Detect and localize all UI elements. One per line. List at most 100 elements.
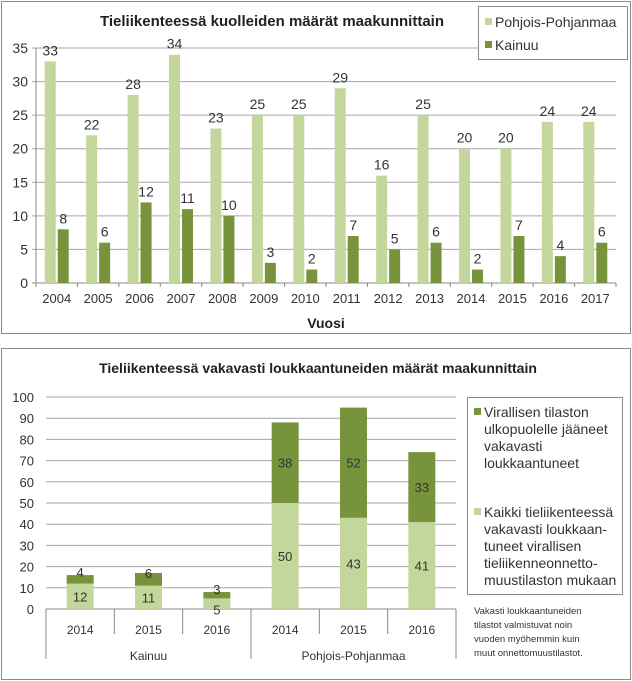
data-label: 22 [84,116,100,132]
y-tick-label: 25 [12,107,28,123]
x-tick-label: 2014 [67,623,94,637]
bar-pohjois-pohjanmaa [44,61,56,283]
bar-official [135,585,162,609]
legend-item-pohjois-pohjanmaa: Pohjois-Pohjanmaa [485,14,616,31]
data-label-official: 43 [346,556,360,571]
bar-pohjois-pohjanmaa [583,121,595,283]
x-tick-label: 2016 [203,623,230,637]
x-tick-label: 2014 [272,623,299,637]
chart-title: Tieliikenteessä vakavasti loukkaantuneid… [99,360,537,376]
legend-line: muustilaston mukaan [484,572,617,588]
x-tick-label: 2011 [333,291,361,306]
bar-kainuu [430,242,442,283]
data-label: 25 [250,96,266,112]
footnote-line: Vakasti loukkaantuneiden [474,606,582,617]
legend-line: vakavasti loukkaan- [484,521,607,537]
data-label: 20 [498,130,514,146]
bar-kainuu [347,236,359,283]
y-tick-label: 40 [20,517,34,532]
data-label: 20 [457,130,473,146]
data-label-unofficial: 4 [77,565,84,580]
legend-label: Pohjois-Pohjanmaa [495,14,617,30]
data-label-official: 5 [213,603,220,618]
deaths-chart-panel: Tieliikenteessä kuolleiden määrät maakun… [1,1,631,334]
data-label-unofficial: 33 [415,480,429,495]
y-tick-label: 70 [20,454,34,469]
deaths-chart: Tieliikenteessä kuolleiden määrät maakun… [12,13,617,331]
data-label: 16 [374,157,390,173]
bar-unofficial [340,407,367,518]
data-label: 28 [125,76,141,92]
data-label-official: 12 [73,589,87,604]
bar-kainuu [472,269,483,283]
data-label-unofficial: 52 [346,456,360,471]
data-label: 10 [221,197,237,213]
x-tick-label: 2016 [539,291,568,306]
y-tick-label: 60 [20,475,34,490]
bar-kainuu [513,236,525,283]
y-tick-label: 10 [20,581,34,596]
chart-title: Tieliikenteessä kuolleiden määrät maakun… [100,13,444,30]
y-tick-label: 30 [12,74,28,90]
x-tick-label: 2004 [42,291,71,306]
bar-kainuu [306,269,318,283]
data-label-official: 41 [415,559,429,574]
x-tick-label: 2008 [208,291,237,306]
bar-pohjois-pohjanmaa [86,135,98,283]
data-label: 2 [308,251,316,267]
y-tick-label: 30 [20,538,34,553]
data-label: 23 [208,110,224,126]
group-label: Pohjois-Pohjanmaa [301,649,405,663]
bar-pohjois-pohjanmaa [417,115,429,284]
x-tick-label: 2016 [408,623,435,637]
x-tick-label: 2013 [415,291,444,306]
footnote-line: vuoden myöhemmin kuin [474,634,580,645]
bar-pohjois-pohjanmaa [127,95,139,283]
bar-pohjois-pohjanmaa [334,88,346,284]
bar-pohjois-pohjanmaa [376,175,388,283]
y-tick-label: 35 [12,40,28,56]
legend-line: vakavasti [484,438,543,454]
legend-swatch-light [485,18,492,25]
legend-item-official: Kaikki tieliikenteessä vakavasti loukkaan… [474,504,616,589]
legend-swatch [474,508,481,515]
data-label: 29 [332,69,348,85]
data-label: 33 [42,42,58,58]
data-label: 8 [59,210,67,226]
bar-kainuu [223,215,235,283]
x-tick-label: 2005 [84,291,113,306]
legend-swatch-dark [485,41,492,48]
x-tick-label: 2007 [167,291,196,306]
x-tick-label: 2015 [340,623,367,637]
y-tick-label: 80 [20,432,34,447]
bar-kainuu [57,229,69,283]
legend-line: tuneet virallisen [484,538,582,554]
footnote: Vakasti loukkaantuneiden tilastot valmist… [474,605,583,661]
bar-kainuu [554,256,566,283]
y-tick-label: 0 [20,275,28,291]
legend-item-unofficial: Virallisen tilaston ulkopuolelle jääneet v… [474,404,608,472]
data-label: 7 [349,217,357,233]
bar-unofficial [203,592,231,599]
bar-official [340,517,367,609]
bar-unofficial [135,572,162,586]
x-tick-label: 2015 [135,623,162,637]
y-tick-label: 5 [20,241,28,257]
data-label: 6 [432,224,440,240]
y-tick-label: 100 [12,390,34,405]
legend-line: Virallisen tilaston [474,404,608,421]
x-tick-label: 2012 [374,291,403,306]
data-label: 6 [101,224,109,240]
y-tick-label: 20 [20,560,34,575]
data-label: 12 [138,183,154,199]
footnote-line: muut onnettomuustilastot. [474,648,583,659]
data-label: 4 [556,237,564,253]
x-tick-label: 2010 [291,291,320,306]
injuries-legend: Virallisen tilaston ulkopuolelle jääneet v… [467,397,623,595]
y-tick-label: 15 [12,174,28,190]
bar-pohjois-pohjanmaa [251,115,263,284]
bar-official [203,598,231,609]
y-tick-label: 10 [12,208,28,224]
legend-label: Kainuu [495,37,539,53]
bar-pohjois-pohjanmaa [293,115,305,284]
